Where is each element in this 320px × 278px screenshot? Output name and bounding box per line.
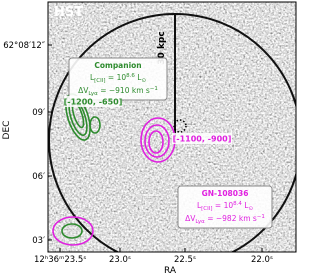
- x-axis-label: RA: [164, 266, 177, 276]
- y-tick-label: 03′: [32, 236, 45, 246]
- y-axis-label: DEC: [2, 121, 12, 140]
- contour: [52, 216, 94, 246]
- target-lum: L[CII] = 108.4 L⊙: [197, 201, 253, 212]
- x-tick-label: 23.0ˢ: [109, 255, 131, 265]
- contour: [144, 124, 170, 158]
- x-tick-label: 22.0ˢ: [251, 255, 273, 265]
- companion-name: Companion: [94, 61, 141, 70]
- y-tick-label: 09′: [32, 108, 45, 118]
- x-tick-label: 22.5ˢ: [174, 255, 196, 265]
- y-tick-label: 62°08′12″: [3, 41, 45, 51]
- companion-range: [-1200, -650]: [64, 98, 123, 107]
- contour: [89, 116, 101, 134]
- image-label: HST: [54, 5, 83, 20]
- position-marker: [173, 119, 187, 133]
- y-tick-label: 06′: [32, 172, 45, 182]
- target-range-box: [172, 133, 232, 144]
- target-box: [177, 185, 273, 229]
- scale-label: 30 kpc: [157, 31, 167, 64]
- companion-dv: ΔVLyα = −910 km s−1: [78, 86, 158, 97]
- axes-frame: [47, 1, 297, 253]
- figure: 30 kpc HST Companion L[CII] = 108.6 L⊙ Δ…: [2, 1, 297, 276]
- target-name: GN-108036: [202, 189, 249, 198]
- target-range: [-1100, -900]: [173, 135, 232, 144]
- contour: [61, 223, 83, 239]
- companion-range-box: [64, 96, 122, 107]
- target-dv: ΔVLyα = −982 km s−1: [185, 214, 265, 225]
- companion-lum: L[CII] = 108.6 L⊙: [90, 73, 146, 84]
- contour: [148, 130, 164, 154]
- x-tick-label: 12ʰ36ᵐ23.5ˢ: [34, 255, 86, 265]
